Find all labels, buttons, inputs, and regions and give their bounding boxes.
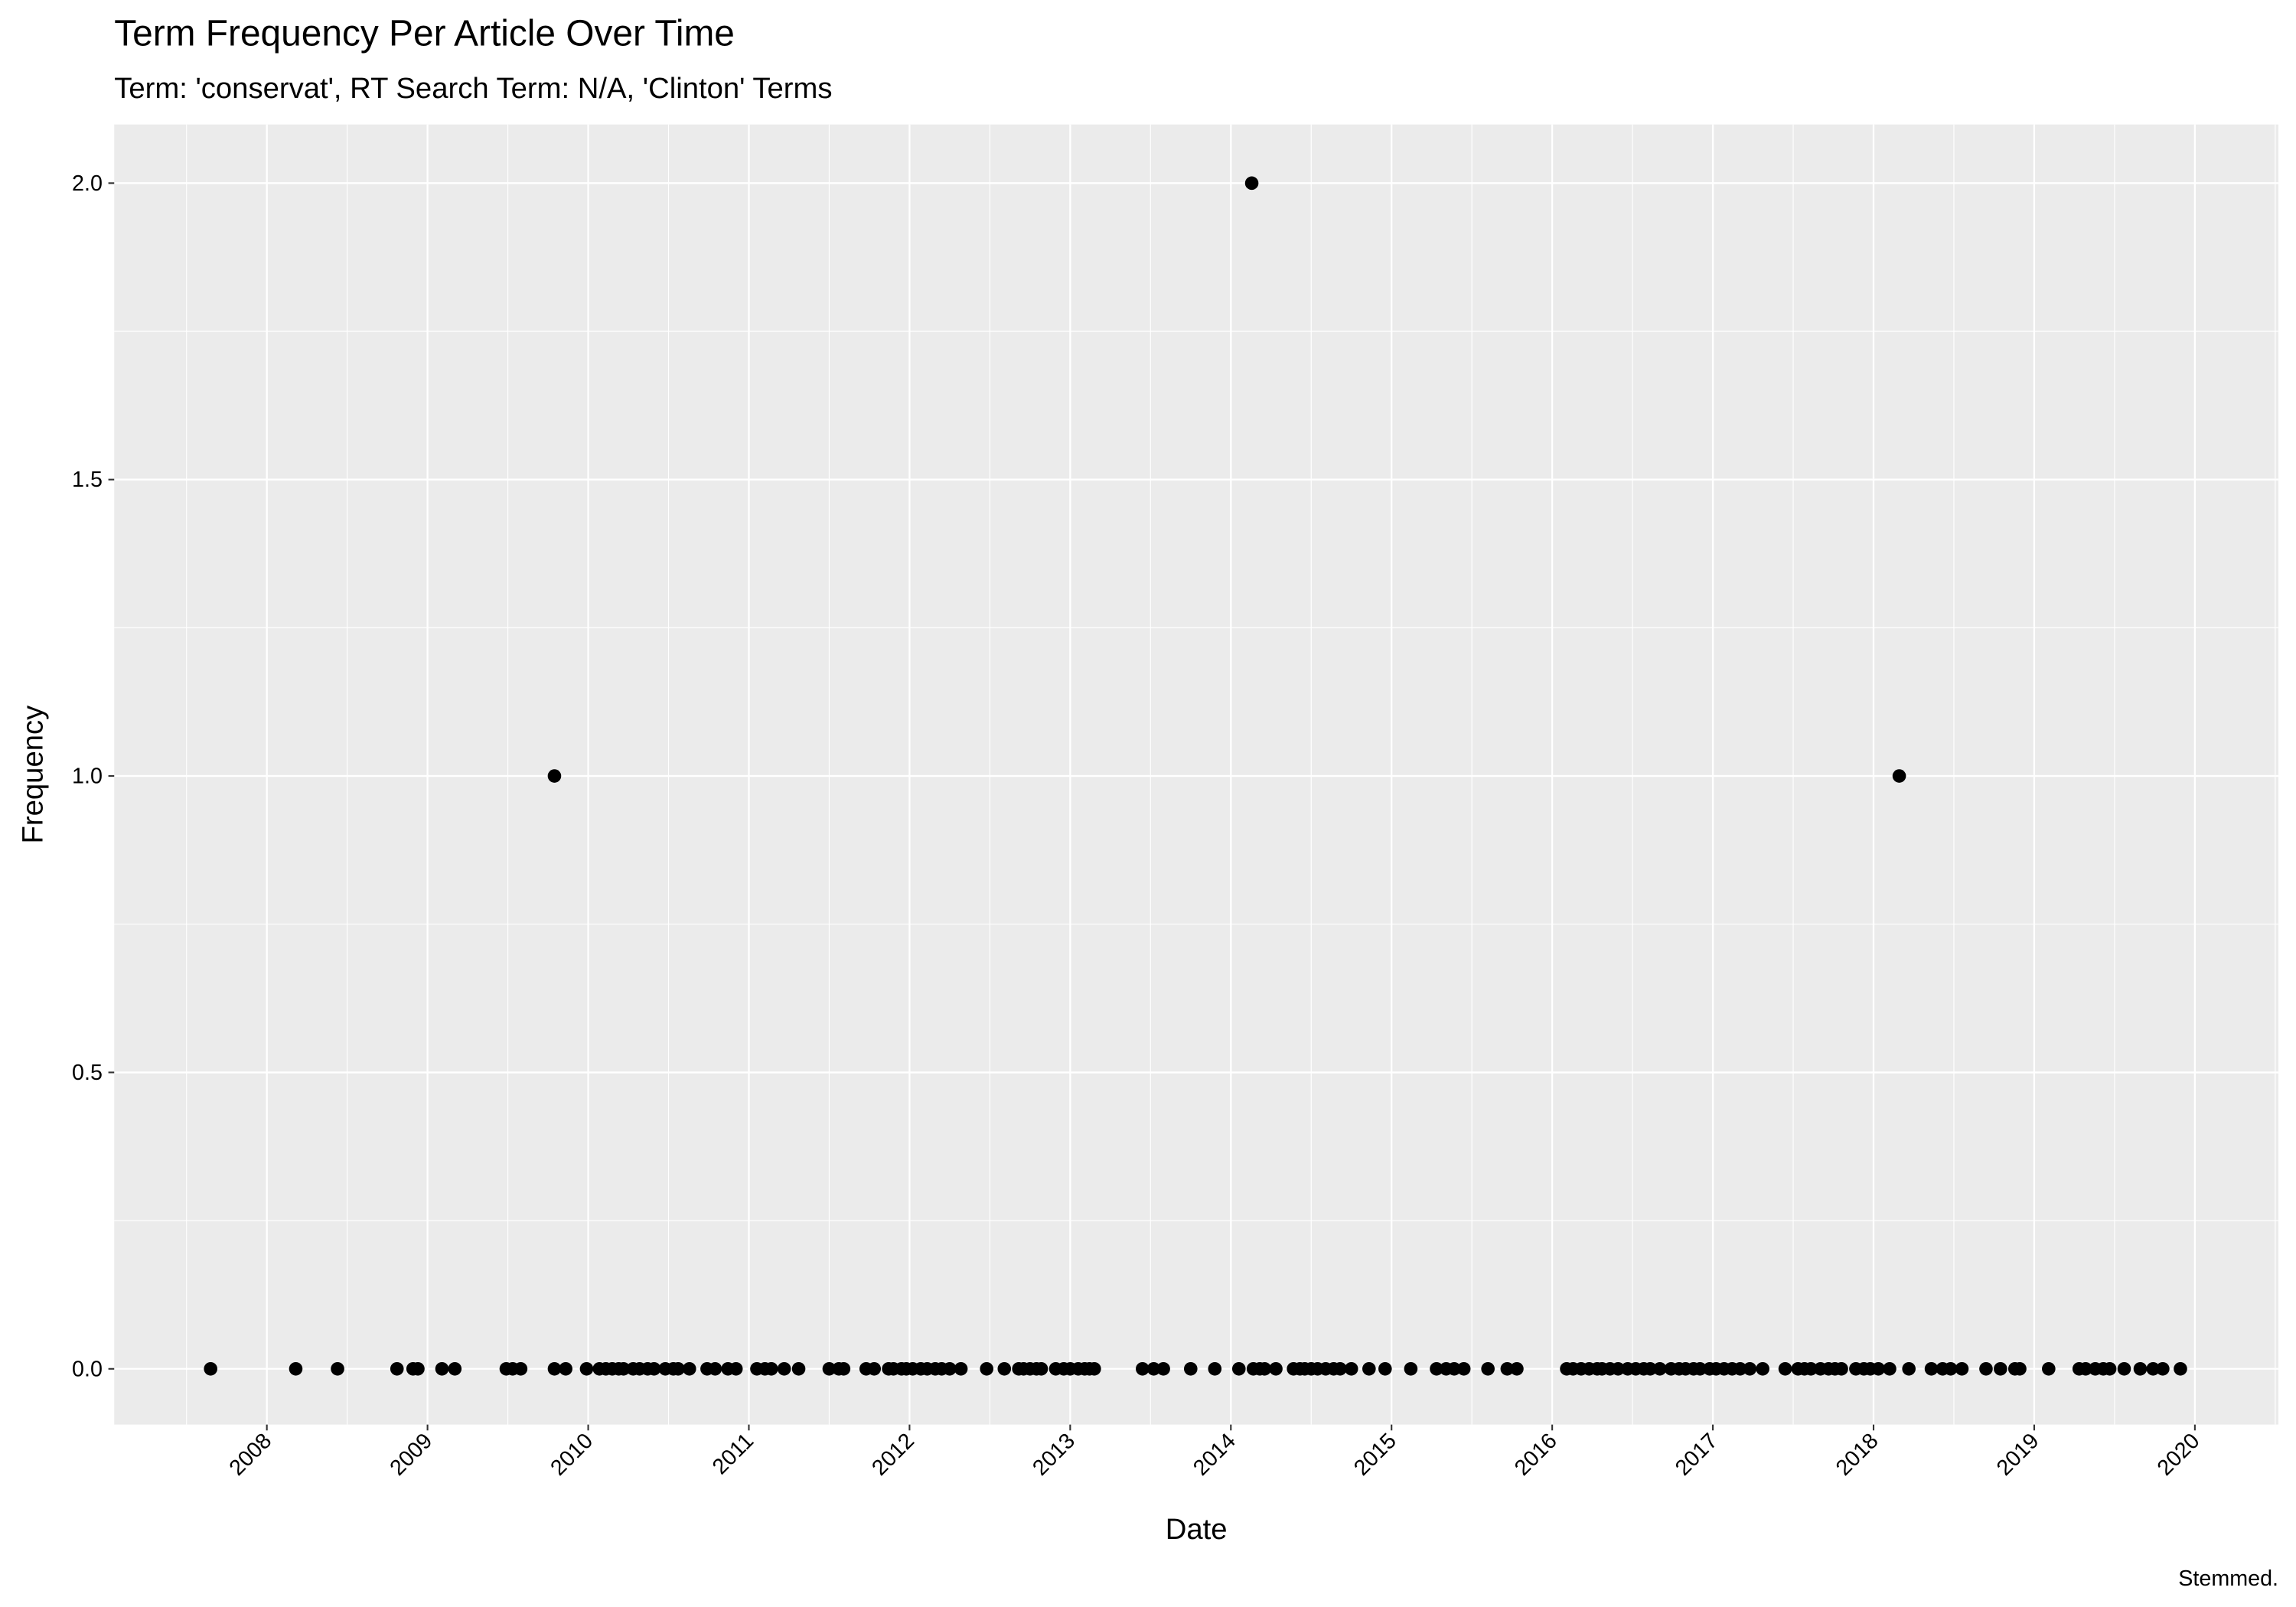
data-point (1924, 1361, 1939, 1376)
data-point (729, 1361, 743, 1376)
y-tick-label: 1.5 (72, 468, 103, 492)
x-axis-title: Date (1166, 1513, 1228, 1546)
data-point (1892, 769, 1906, 783)
data-point (1693, 1361, 1707, 1376)
data-point (616, 1361, 631, 1376)
data-point (2079, 1361, 2092, 1376)
data-point (822, 1361, 837, 1376)
data-point (1034, 1361, 1049, 1376)
data-point (1778, 1361, 1792, 1376)
data-point (1652, 1361, 1667, 1376)
data-point (1362, 1361, 1376, 1376)
data-point (390, 1361, 404, 1376)
data-point (682, 1361, 696, 1376)
data-point (954, 1361, 968, 1376)
data-point (448, 1361, 462, 1376)
data-point (1835, 1361, 1848, 1376)
data-point (2156, 1361, 2170, 1376)
data-point (289, 1361, 303, 1376)
data-point (980, 1361, 993, 1376)
data-point (2117, 1361, 2131, 1376)
data-point (1756, 1361, 1769, 1376)
data-point (331, 1361, 344, 1376)
data-point (514, 1361, 528, 1376)
data-point (1456, 1361, 1471, 1376)
data-point (1378, 1361, 1392, 1376)
data-point (2013, 1361, 2027, 1376)
y-tick-label: 2.0 (72, 171, 103, 196)
data-point (1643, 1361, 1658, 1376)
data-point (1500, 1361, 1515, 1376)
data-point (1481, 1361, 1495, 1376)
data-point (1136, 1361, 1150, 1376)
data-point (943, 1361, 957, 1376)
data-point (1611, 1361, 1626, 1376)
data-point (1447, 1361, 1461, 1376)
data-point (1208, 1361, 1222, 1376)
data-point (1156, 1361, 1170, 1376)
data-point (2146, 1361, 2161, 1376)
points (204, 176, 2187, 1376)
data-point (1743, 1361, 1757, 1376)
data-point (671, 1361, 685, 1376)
data-point (791, 1361, 806, 1376)
data-point (1804, 1361, 1818, 1376)
chart-title: Term Frequency Per Article Over Time (114, 13, 735, 54)
data-point (1244, 176, 1259, 191)
chart-subtitle: Term: 'conservat', RT Search Term: N/A, … (114, 72, 832, 105)
data-point (777, 1361, 791, 1376)
data-point (1404, 1361, 1418, 1376)
data-point (997, 1361, 1012, 1376)
data-point (1344, 1361, 1358, 1376)
data-point (435, 1361, 449, 1376)
data-point (647, 1361, 661, 1376)
y-axis-title: Frequency (16, 705, 49, 844)
data-point (837, 1361, 851, 1376)
data-point (765, 1361, 778, 1376)
y-tick-label: 0.5 (72, 1061, 103, 1085)
data-point (1955, 1361, 1969, 1376)
y-tick-label: 1.0 (72, 764, 103, 789)
data-point (547, 769, 562, 783)
data-point (411, 1361, 425, 1376)
data-point (204, 1361, 217, 1376)
data-point (1183, 1361, 1198, 1376)
data-point (1333, 1361, 1347, 1376)
data-point (1733, 1361, 1747, 1376)
data-point (2174, 1361, 2187, 1376)
data-point (2102, 1361, 2117, 1376)
y-tick-label: 0.0 (72, 1357, 103, 1381)
data-point (708, 1361, 722, 1376)
data-point (2042, 1361, 2056, 1376)
data-point (1979, 1361, 1993, 1376)
data-point (1146, 1361, 1161, 1376)
data-point (2133, 1361, 2148, 1376)
data-point (579, 1361, 594, 1376)
data-point (1994, 1361, 2007, 1376)
data-point (1871, 1361, 1886, 1376)
data-point (1430, 1361, 1443, 1376)
data-point (1088, 1361, 1101, 1376)
data-point (1883, 1361, 1896, 1376)
caption: Stemmed. (2178, 1566, 2278, 1591)
data-point (1269, 1361, 1283, 1376)
data-point (547, 1361, 562, 1376)
data-point (867, 1361, 882, 1376)
data-point (1231, 1361, 1246, 1376)
data-point (1257, 1361, 1272, 1376)
plot-panel (114, 124, 2279, 1425)
data-point (559, 1361, 572, 1376)
data-point (1510, 1361, 1524, 1376)
data-point (1902, 1361, 1916, 1376)
data-point (1943, 1361, 1958, 1376)
